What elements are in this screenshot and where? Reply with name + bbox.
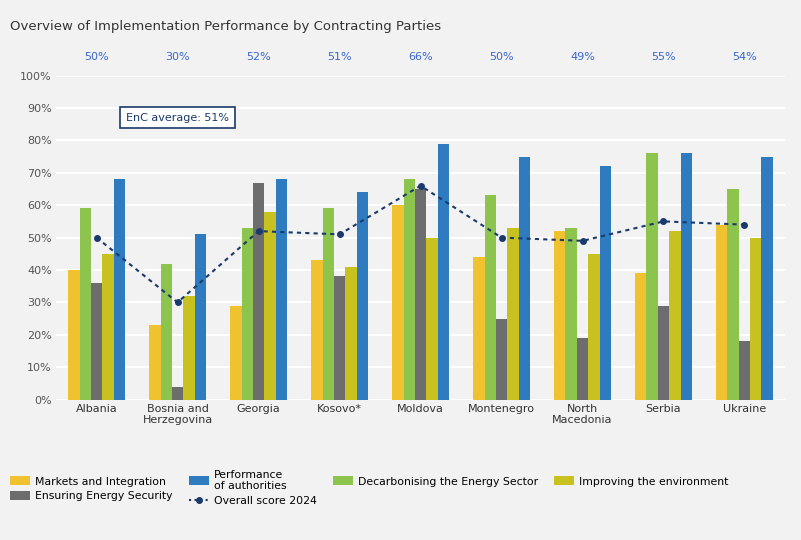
- Text: 66%: 66%: [409, 52, 433, 62]
- Bar: [762, 157, 773, 400]
- Bar: [739, 341, 751, 400]
- Bar: [554, 231, 566, 400]
- Text: 55%: 55%: [651, 52, 676, 62]
- Bar: [172, 387, 183, 400]
- Bar: [727, 189, 739, 400]
- Bar: [415, 189, 426, 400]
- Bar: [496, 319, 507, 400]
- Bar: [588, 254, 599, 400]
- Text: 54%: 54%: [732, 52, 757, 62]
- Bar: [356, 192, 368, 400]
- Bar: [114, 179, 125, 400]
- Bar: [345, 267, 356, 400]
- Bar: [437, 144, 449, 400]
- Bar: [242, 228, 253, 400]
- Bar: [253, 183, 264, 400]
- Text: 30%: 30%: [165, 52, 190, 62]
- Bar: [160, 264, 172, 400]
- Text: Overview of Implementation Performance by Contracting Parties: Overview of Implementation Performance b…: [10, 20, 441, 33]
- Bar: [635, 273, 646, 400]
- Bar: [103, 254, 114, 400]
- Bar: [646, 153, 658, 400]
- Bar: [599, 166, 611, 400]
- Bar: [658, 306, 669, 400]
- Text: 51%: 51%: [328, 52, 352, 62]
- Bar: [311, 260, 323, 400]
- Bar: [91, 283, 103, 400]
- Bar: [195, 234, 206, 400]
- Bar: [681, 153, 692, 400]
- Legend: Markets and Integration, Ensuring Energy Security, Performance
of authorities, O: Markets and Integration, Ensuring Energy…: [10, 470, 729, 506]
- Bar: [392, 205, 404, 400]
- Bar: [183, 296, 195, 400]
- Text: 50%: 50%: [84, 52, 109, 62]
- Bar: [716, 225, 727, 400]
- Bar: [669, 231, 681, 400]
- Bar: [518, 157, 529, 400]
- Bar: [79, 208, 91, 400]
- Bar: [404, 179, 415, 400]
- Bar: [473, 257, 485, 400]
- Bar: [149, 325, 160, 400]
- Text: 49%: 49%: [570, 52, 595, 62]
- Bar: [323, 208, 334, 400]
- Bar: [264, 212, 276, 400]
- Bar: [577, 338, 588, 400]
- Bar: [751, 238, 762, 400]
- Bar: [230, 306, 242, 400]
- Bar: [426, 238, 437, 400]
- Bar: [68, 270, 79, 400]
- Bar: [507, 228, 518, 400]
- Text: 52%: 52%: [246, 52, 271, 62]
- Bar: [485, 195, 496, 400]
- Text: 50%: 50%: [489, 52, 513, 62]
- Bar: [334, 276, 345, 400]
- Text: EnC average: 51%: EnC average: 51%: [126, 113, 229, 123]
- Bar: [566, 228, 577, 400]
- Bar: [276, 179, 287, 400]
